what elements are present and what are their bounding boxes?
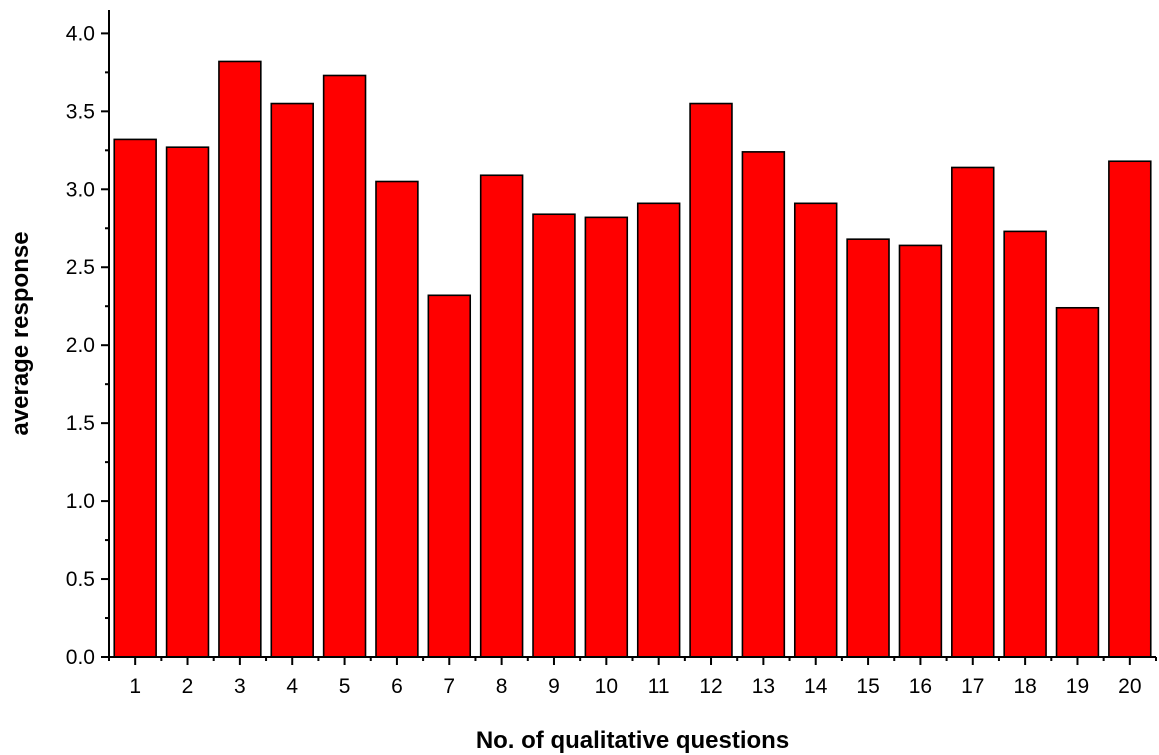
y-tick-label: 3.5 [66, 100, 95, 123]
x-tick-label: 6 [391, 675, 403, 698]
bar-17 [951, 166, 995, 658]
bar-9 [532, 213, 576, 658]
bar-5 [322, 74, 367, 658]
bar-19 [1055, 306, 1100, 658]
x-axis-title: No. of qualitative questions [476, 727, 789, 754]
bar-1 [113, 138, 157, 658]
y-tick-label: 3.0 [66, 178, 95, 201]
x-tick-label: 16 [909, 675, 932, 698]
y-tick-label: 0.5 [66, 568, 95, 591]
x-tick-label: 20 [1118, 675, 1141, 698]
bar-8 [479, 174, 524, 658]
x-tick-label: 5 [339, 675, 351, 698]
y-tick-label: 2.5 [66, 256, 95, 279]
y-tick-label: 2.0 [66, 334, 95, 357]
x-tick-label: 4 [286, 675, 298, 698]
bar-2 [165, 146, 210, 658]
y-tick-label: 4.0 [66, 22, 95, 45]
bar-18 [1003, 230, 1047, 658]
bar-15 [846, 238, 890, 658]
y-ticks-group: 0.0 0.5 1.0 1.5 2.0 2.5 3.0 3.5 4.0 [66, 22, 109, 669]
x-tick-label: 9 [548, 675, 560, 698]
bar-20 [1108, 160, 1152, 658]
x-tick-label: 7 [443, 675, 455, 698]
bar-11 [636, 202, 681, 658]
bar-12 [689, 102, 733, 658]
bar-7 [427, 294, 472, 658]
bar-4 [270, 102, 314, 658]
y-tick-label: 1.0 [66, 490, 95, 513]
x-tick-label: 11 [648, 675, 670, 698]
x-tick-label: 18 [1013, 675, 1036, 698]
bar-3 [218, 60, 262, 658]
x-tick-label: 2 [182, 675, 194, 698]
x-tick-label: 12 [699, 675, 722, 698]
x-tick-label: 3 [234, 675, 246, 698]
x-tick-label: 15 [856, 675, 879, 698]
x-tick-label: 19 [1066, 675, 1089, 698]
bars-group [113, 60, 1152, 658]
y-axis-title: average response [7, 231, 34, 435]
bar-14 [793, 202, 838, 658]
x-tick-label: 8 [496, 675, 508, 698]
x-tick-label: 1 [129, 675, 141, 698]
x-tick-label: 14 [804, 675, 828, 698]
x-tick-label: 17 [961, 675, 984, 698]
bar-13 [741, 151, 786, 658]
bar-10 [584, 216, 629, 658]
bar-16 [898, 244, 943, 658]
x-tick-label: 10 [595, 675, 618, 698]
x-tick-label: 13 [752, 675, 775, 698]
y-tick-label: 1.5 [66, 412, 95, 435]
x-ticks-group: 1 2 3 4 5 6 7 8 9 10 11 12 13 14 15 16 17 18 19 20 [108, 657, 1157, 698]
y-tick-label: 0.0 [66, 646, 95, 669]
bar-6 [375, 180, 419, 658]
